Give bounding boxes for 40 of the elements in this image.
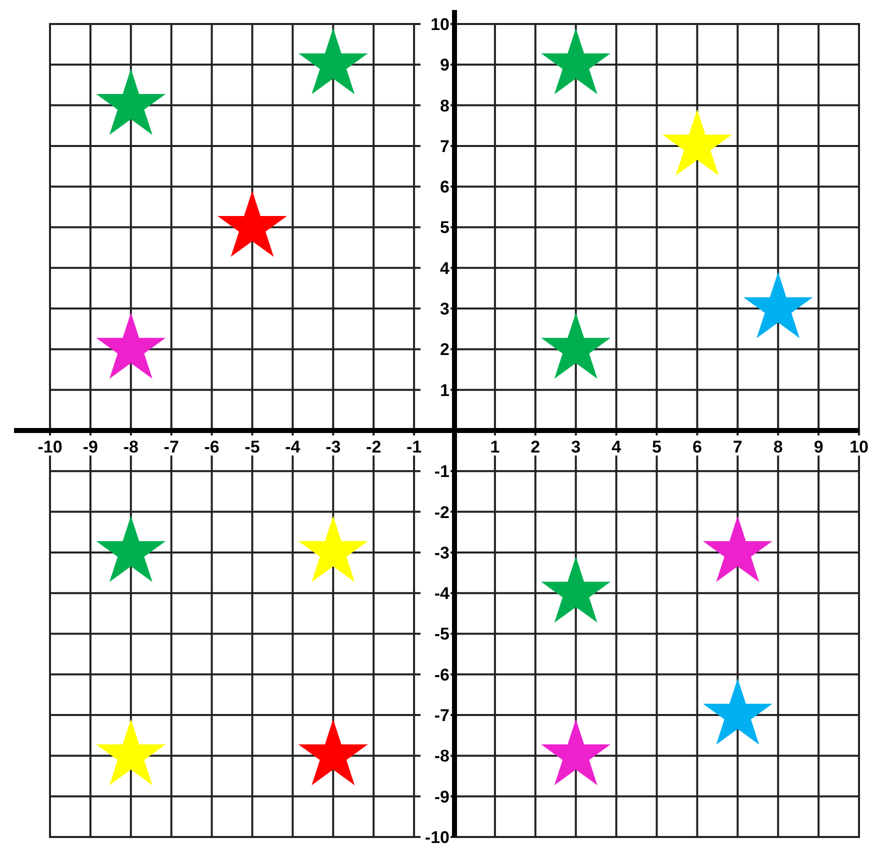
y-tick-label: -3 bbox=[434, 543, 450, 562]
x-tick-label: 3 bbox=[571, 438, 581, 456]
y-tick-label: -7 bbox=[434, 706, 450, 725]
x-tick-label: 7 bbox=[732, 438, 742, 456]
y-tick-label: -5 bbox=[434, 624, 450, 644]
x-tick-label: 8 bbox=[773, 438, 783, 456]
y-tick-label: 9 bbox=[440, 56, 450, 75]
y-tick-label: 7 bbox=[440, 136, 450, 156]
y-tick-label: -4 bbox=[434, 584, 450, 604]
y-tick-label: 10 bbox=[430, 14, 450, 34]
y-tick-label: -2 bbox=[434, 502, 450, 522]
y-tick-label: -1 bbox=[434, 462, 450, 482]
y-tick-label: 6 bbox=[440, 178, 450, 197]
x-tick-label: -9 bbox=[82, 438, 98, 456]
x-tick-label: 5 bbox=[652, 438, 662, 456]
x-tick-label: 9 bbox=[814, 438, 824, 456]
x-tick-label: -5 bbox=[244, 438, 260, 456]
y-tick-label: 1 bbox=[440, 380, 450, 400]
y-tick-label: 4 bbox=[440, 258, 450, 278]
y-tick-label: 8 bbox=[440, 96, 450, 116]
y-tick-label: 2 bbox=[440, 340, 450, 360]
x-tick-label: -10 bbox=[38, 438, 62, 456]
y-tick-label: -8 bbox=[434, 746, 450, 766]
x-tick-label: 4 bbox=[612, 438, 622, 456]
y-tick-label: 3 bbox=[440, 300, 450, 318]
y-tick-label: -6 bbox=[434, 665, 450, 684]
x-tick-label: -1 bbox=[406, 438, 422, 456]
y-tick-label: -10 bbox=[424, 828, 450, 847]
x-tick-label: -3 bbox=[326, 438, 341, 456]
x-tick-label: -7 bbox=[164, 438, 179, 456]
x-tick-label: 1 bbox=[490, 438, 500, 456]
x-tick-label: 10 bbox=[850, 438, 868, 456]
x-tick-label: -8 bbox=[123, 438, 138, 456]
x-tick-label: -2 bbox=[366, 438, 382, 456]
x-tick-label: -6 bbox=[204, 438, 220, 456]
y-tick-label: 5 bbox=[440, 218, 450, 238]
x-tick-label: 6 bbox=[692, 438, 702, 456]
y-tick-label: -9 bbox=[434, 787, 450, 806]
x-tick-label: 2 bbox=[530, 438, 540, 456]
x-tick-label: -4 bbox=[285, 438, 301, 456]
